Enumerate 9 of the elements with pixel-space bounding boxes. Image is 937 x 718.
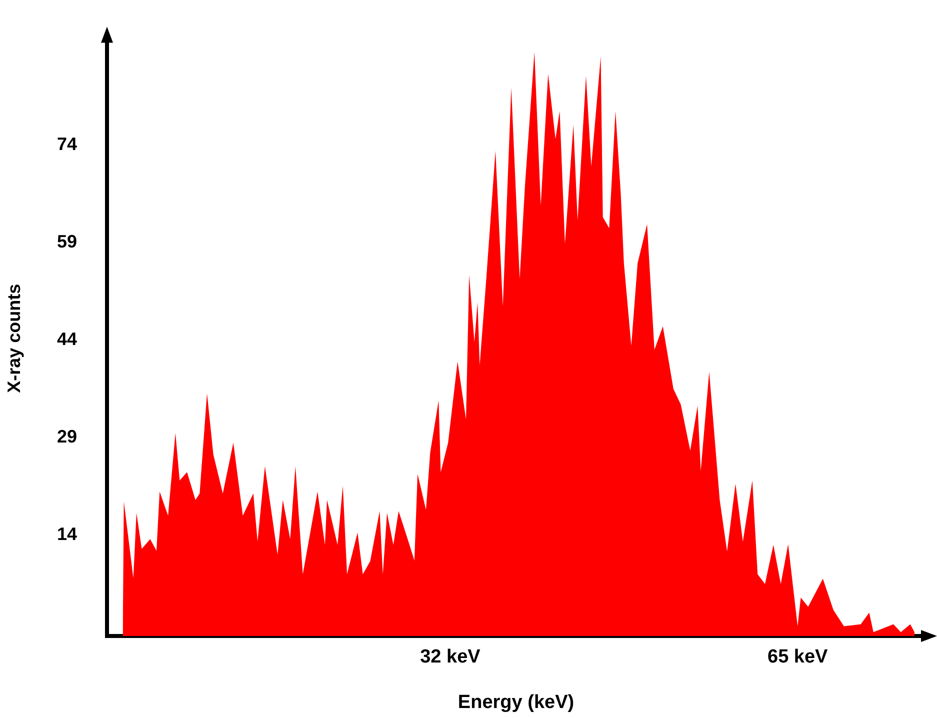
y-axis-title: X-ray counts: [4, 284, 24, 393]
x-axis-title: Energy (keV): [458, 692, 574, 713]
y-tick-label: 59: [56, 231, 77, 252]
y-tick-label: 44: [56, 328, 77, 349]
x-tick-label: 32 keV: [420, 646, 481, 668]
y-tick-label: 14: [56, 524, 77, 544]
y-tick-label: 29: [56, 426, 77, 447]
y-tick-label: 74: [56, 134, 77, 154]
x-tick-label: 65 keV: [768, 646, 828, 668]
